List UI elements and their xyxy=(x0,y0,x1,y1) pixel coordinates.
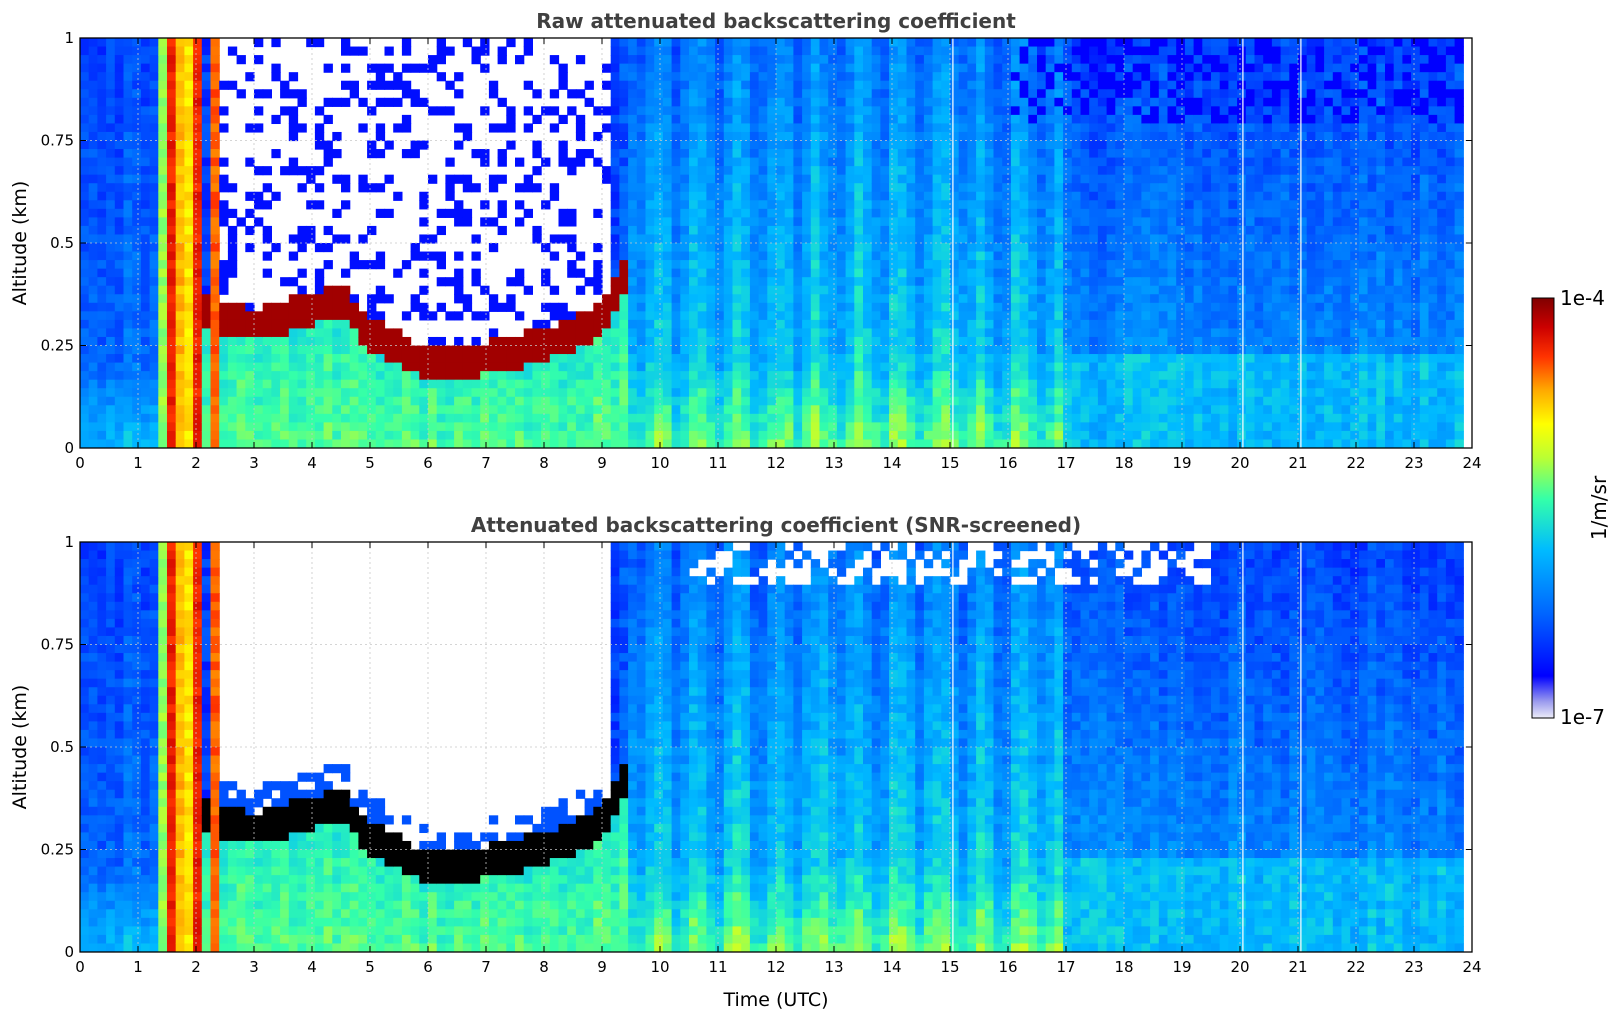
panel-screened: Attenuated backscattering coefficient (S… xyxy=(9,513,1482,1011)
x-tick-label: 12 xyxy=(766,454,785,472)
y-tick-label: 0.75 xyxy=(41,636,74,654)
x-tick-label: 5 xyxy=(365,454,375,472)
x-tick-label: 9 xyxy=(597,958,607,976)
x-tick-label: 1 xyxy=(133,454,143,472)
x-tick-label: 16 xyxy=(998,454,1017,472)
x-tick-label: 3 xyxy=(249,454,259,472)
x-tick-label: 15 xyxy=(940,958,959,976)
y-tick-label: 0.5 xyxy=(50,234,74,252)
colorbar: 1e-4 1e-7 1/m/sr xyxy=(1532,286,1611,729)
x-tick-label: 9 xyxy=(597,454,607,472)
x-tick-label: 0 xyxy=(75,958,85,976)
x-tick-label: 20 xyxy=(1230,454,1249,472)
x-tick-label: 15 xyxy=(940,454,959,472)
colorbar-max-label: 1e-4 xyxy=(1560,286,1605,310)
panel-screened-y-label: Altitude (km) xyxy=(9,685,31,810)
y-tick-label: 1 xyxy=(64,533,74,551)
y-tick-label: 0.25 xyxy=(41,841,74,859)
x-tick-label: 0 xyxy=(75,454,85,472)
x-tick-label: 6 xyxy=(423,454,433,472)
x-tick-label: 19 xyxy=(1172,958,1191,976)
y-tick-label: 0 xyxy=(64,943,74,961)
x-tick-label: 18 xyxy=(1114,454,1133,472)
x-tick-label: 13 xyxy=(824,454,843,472)
x-tick-label: 4 xyxy=(307,958,317,976)
x-tick-label: 23 xyxy=(1404,958,1423,976)
x-tick-label: 7 xyxy=(481,454,491,472)
panel-screened-title: Attenuated backscattering coefficient (S… xyxy=(471,513,1081,537)
x-tick-label: 13 xyxy=(824,958,843,976)
y-tick-label: 0 xyxy=(64,439,74,457)
colorbar-gradient xyxy=(1532,298,1554,718)
x-tick-label: 11 xyxy=(708,958,727,976)
x-tick-label: 22 xyxy=(1346,454,1365,472)
x-tick-label: 18 xyxy=(1114,958,1133,976)
x-tick-label: 1 xyxy=(133,958,143,976)
panel-raw: Raw attenuated backscattering coefficien… xyxy=(9,9,1482,472)
colorbar-min-label: 1e-7 xyxy=(1560,705,1605,729)
x-tick-label: 8 xyxy=(539,454,549,472)
x-tick-label: 2 xyxy=(191,454,201,472)
x-tick-label: 14 xyxy=(882,958,901,976)
y-tick-label: 0.25 xyxy=(41,337,74,355)
colorbar-units-label: 1/m/sr xyxy=(1587,475,1611,540)
x-tick-label: 21 xyxy=(1288,454,1307,472)
x-tick-label: 7 xyxy=(481,958,491,976)
x-tick-label: 3 xyxy=(249,958,259,976)
x-tick-label: 20 xyxy=(1230,958,1249,976)
x-tick-label: 12 xyxy=(766,958,785,976)
x-tick-label: 17 xyxy=(1056,958,1075,976)
x-tick-label: 16 xyxy=(998,958,1017,976)
x-tick-label: 23 xyxy=(1404,454,1423,472)
y-tick-label: 1 xyxy=(64,29,74,47)
x-tick-label: 24 xyxy=(1462,958,1481,976)
x-tick-label: 14 xyxy=(882,454,901,472)
x-tick-label: 10 xyxy=(650,958,669,976)
x-tick-label: 22 xyxy=(1346,958,1365,976)
x-tick-label: 5 xyxy=(365,958,375,976)
x-tick-label: 4 xyxy=(307,454,317,472)
y-tick-label: 0.75 xyxy=(41,132,74,150)
x-tick-label: 11 xyxy=(708,454,727,472)
x-tick-label: 17 xyxy=(1056,454,1075,472)
x-tick-label: 8 xyxy=(539,958,549,976)
x-tick-label: 24 xyxy=(1462,454,1481,472)
x-tick-label: 6 xyxy=(423,958,433,976)
x-tick-label: 10 xyxy=(650,454,669,472)
x-tick-label: 19 xyxy=(1172,454,1191,472)
panel-raw-title: Raw attenuated backscattering coefficien… xyxy=(536,9,1016,33)
x-tick-label: 2 xyxy=(191,958,201,976)
panel-screened-x-label: Time (UTC) xyxy=(722,989,828,1011)
x-tick-label: 21 xyxy=(1288,958,1307,976)
panel-raw-y-label: Altitude (km) xyxy=(9,181,31,306)
y-tick-label: 0.5 xyxy=(50,738,74,756)
